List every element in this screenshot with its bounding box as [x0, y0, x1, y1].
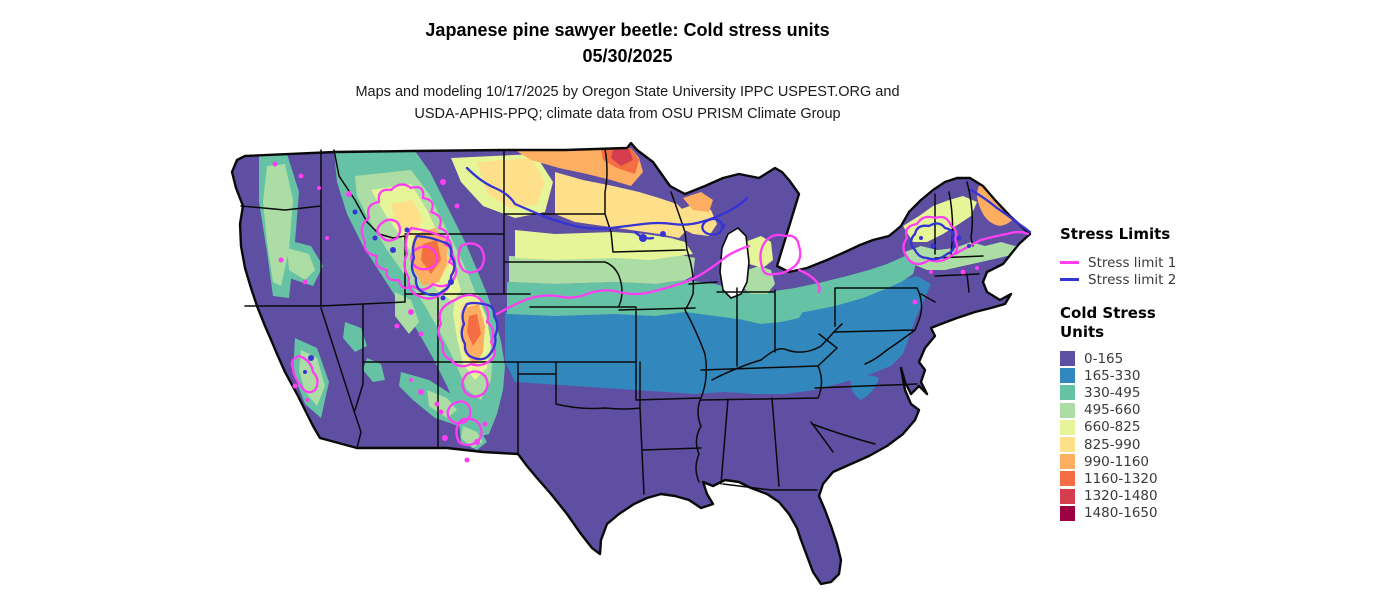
page-title: Japanese pine sawyer beetle: Cold stress… — [425, 20, 830, 40]
class-label-3: 495-660 — [1084, 402, 1141, 419]
subtitle-block: Maps and modeling 10/17/2025 by Oregon S… — [0, 81, 1255, 125]
class-swatch-7 — [1060, 471, 1075, 487]
legend-class-row: 1480-1650 — [1060, 505, 1210, 522]
cold-stress-legend-title: Cold Stress Units — [1060, 304, 1156, 341]
page-title-date: 05/30/2025 — [582, 46, 673, 66]
legend-class-row: 1160-1320 — [1060, 470, 1210, 487]
legend-item-stress-limit-1: Stress limit 1 — [1060, 254, 1210, 271]
conus-outline — [230, 141, 1032, 586]
class-swatch-5 — [1060, 437, 1075, 453]
class-swatch-1 — [1060, 368, 1075, 384]
class-swatch-2 — [1060, 385, 1075, 401]
stress-limit-2-line-sample — [1060, 278, 1079, 281]
class-label-8: 1320-1480 — [1084, 488, 1158, 505]
class-label-5: 825-990 — [1084, 436, 1141, 453]
class-label-6: 990-1160 — [1084, 453, 1149, 470]
stress-limit-1-contours — [272, 161, 1030, 463]
title-block: Japanese pine sawyer beetle: Cold stress… — [0, 17, 1255, 69]
stress-limit-2-contours — [303, 166, 1032, 374]
class-label-1: 165-330 — [1084, 367, 1141, 384]
class-swatch-8 — [1060, 488, 1075, 504]
legend: Stress Limits Stress limit 1 Stress limi… — [1060, 225, 1210, 522]
legend-item-stress-limit-2: Stress limit 2 — [1060, 271, 1210, 288]
subtitle-line-1: Maps and modeling 10/17/2025 by Oregon S… — [355, 84, 900, 100]
class-label-2: 330-495 — [1084, 384, 1141, 401]
class-swatch-6 — [1060, 454, 1075, 470]
legend-class-row: 990-1160 — [1060, 453, 1210, 470]
class-label-4: 660-825 — [1084, 419, 1141, 436]
class-swatch-9 — [1060, 505, 1075, 521]
legend-class-row: 0-165 — [1060, 350, 1210, 367]
subtitle-line-2: USDA-APHIS-PPQ; climate data from OSU PR… — [414, 106, 841, 122]
legend-class-row: 1320-1480 — [1060, 488, 1210, 505]
legend-class-row: 660-825 — [1060, 419, 1210, 436]
stress-limit-1-label: Stress limit 1 — [1088, 254, 1177, 271]
stress-limit-2-label: Stress limit 2 — [1088, 271, 1177, 288]
class-swatch-4 — [1060, 419, 1075, 435]
class-swatch-0 — [1060, 351, 1075, 367]
class-label-7: 1160-1320 — [1084, 470, 1158, 487]
us-cold-stress-map — [215, 141, 1045, 594]
class-label-0: 0-165 — [1084, 350, 1124, 367]
stress-limit-1-line-sample — [1060, 261, 1079, 264]
legend-class-row: 165-330 — [1060, 367, 1210, 384]
legend-class-row: 330-495 — [1060, 384, 1210, 401]
class-swatch-3 — [1060, 402, 1075, 418]
us-map-svg — [230, 141, 1032, 586]
legend-class-row: 495-660 — [1060, 402, 1210, 419]
stress-limits-legend-title: Stress Limits — [1060, 225, 1171, 243]
class-label-9: 1480-1650 — [1084, 505, 1158, 522]
legend-class-row: 825-990 — [1060, 436, 1210, 453]
